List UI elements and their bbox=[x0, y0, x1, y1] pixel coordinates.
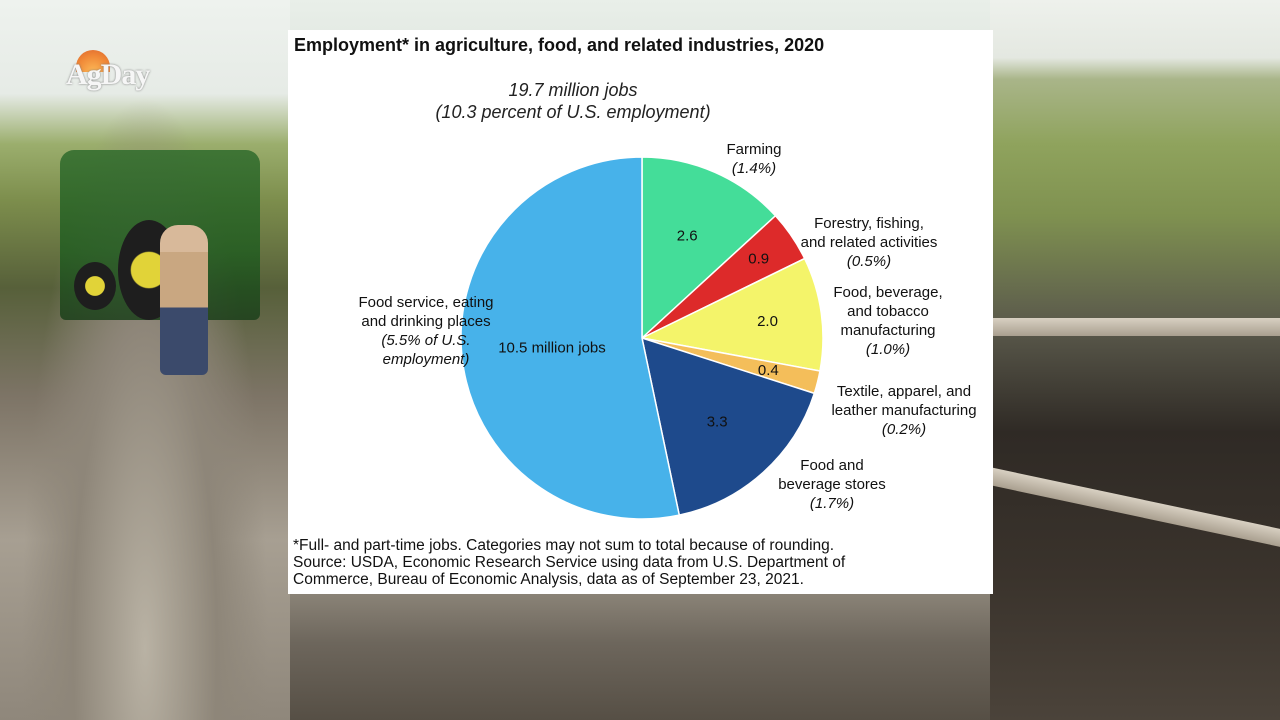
feedlot-rail-upper bbox=[990, 318, 1280, 336]
footnote-line: Commerce, Bureau of Economic Analysis, d… bbox=[293, 571, 804, 588]
logo-text: AgDay bbox=[66, 58, 150, 91]
pie-slice-5 bbox=[641, 336, 816, 517]
slice-category-label: Textile, apparel, and leather manufacturi… bbox=[831, 383, 976, 438]
pie-slice-3 bbox=[639, 257, 824, 372]
background-bottom-trough bbox=[290, 592, 990, 720]
slice-value-label: 0.9 bbox=[748, 251, 769, 268]
slice-value-label: 3.3 bbox=[707, 413, 728, 430]
slice-value-label: 2.6 bbox=[677, 227, 698, 244]
slice-category-label: Food service, eating and drinking places(… bbox=[358, 294, 493, 368]
farmer-figure bbox=[160, 225, 208, 375]
slice-category-label: Food, beverage, and tobacco manufacturing(… bbox=[833, 284, 942, 358]
chart-title: Employment* in agriculture, food, and re… bbox=[294, 35, 825, 55]
chart-panel: Employment* in agriculture, food, and re… bbox=[288, 30, 993, 594]
slice-value-label: 0.4 bbox=[758, 362, 779, 379]
slice-category-label: Farming (1.4%) bbox=[726, 141, 781, 177]
background-right-feedlot bbox=[990, 0, 1280, 720]
slice-value-label: 10.5 million jobs bbox=[498, 339, 606, 356]
chart-total-percent: (10.3 percent of U.S. employment) bbox=[435, 102, 711, 122]
chart-total-jobs: 19.7 million jobs bbox=[508, 80, 638, 100]
background-left-field bbox=[0, 0, 290, 720]
chart-footnote: *Full- and part-time jobs. Categories ma… bbox=[293, 537, 993, 588]
agday-logo: AgDay bbox=[66, 50, 176, 91]
slice-category-label: Forestry, fishing, and related activities… bbox=[801, 215, 938, 270]
footnote-line: *Full- and part-time jobs. Categories ma… bbox=[293, 537, 835, 554]
pie-slice-6 bbox=[460, 156, 681, 520]
logo-sun-icon bbox=[76, 50, 110, 72]
tractor-front-wheel bbox=[74, 262, 116, 310]
slice-value-label: 2.0 bbox=[757, 313, 778, 330]
slice-category-label: Food and beverage stores (1.7%) bbox=[778, 457, 886, 512]
pie-chart: 2.6 Farming (1.4%) 0.9 Forestry, fishing, and… bbox=[358, 141, 977, 520]
pie-slice-1 bbox=[641, 156, 777, 340]
footnote-line: Source: USDA, Economic Research Service … bbox=[293, 554, 846, 571]
